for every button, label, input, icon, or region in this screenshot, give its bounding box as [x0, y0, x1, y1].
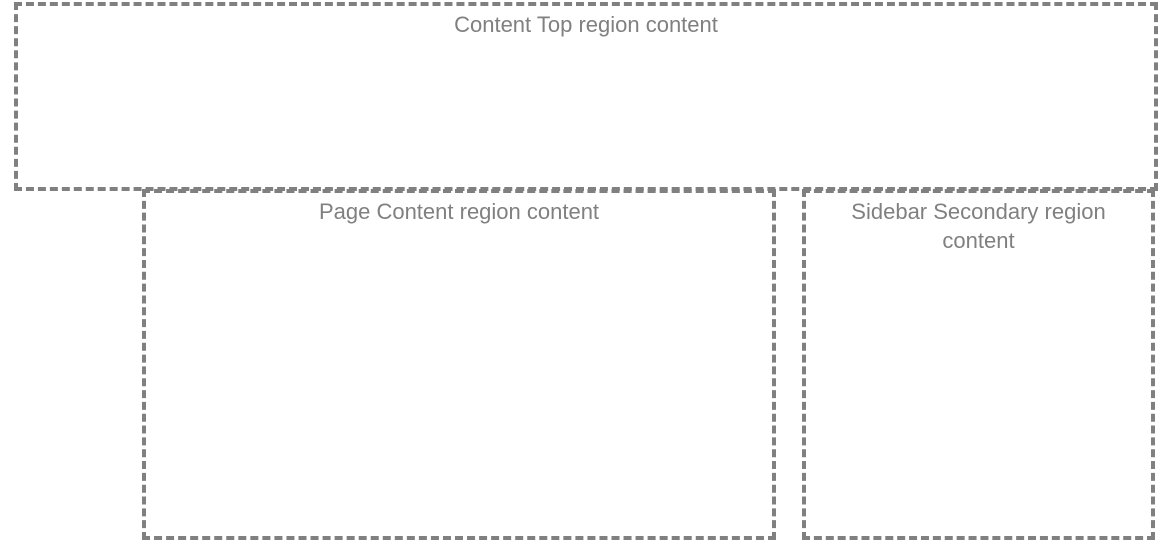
page-content-region-label: Page Content region content	[318, 199, 600, 224]
sidebar-secondary-region: Sidebar Secondary region content	[802, 189, 1155, 540]
sidebar-secondary-region-label: Sidebar Secondary region content	[851, 199, 1106, 253]
content-top-region-label: Content Top region content	[454, 12, 718, 37]
content-top-region: Content Top region content	[14, 2, 1158, 191]
page-content-region: Page Content region content	[142, 189, 776, 540]
